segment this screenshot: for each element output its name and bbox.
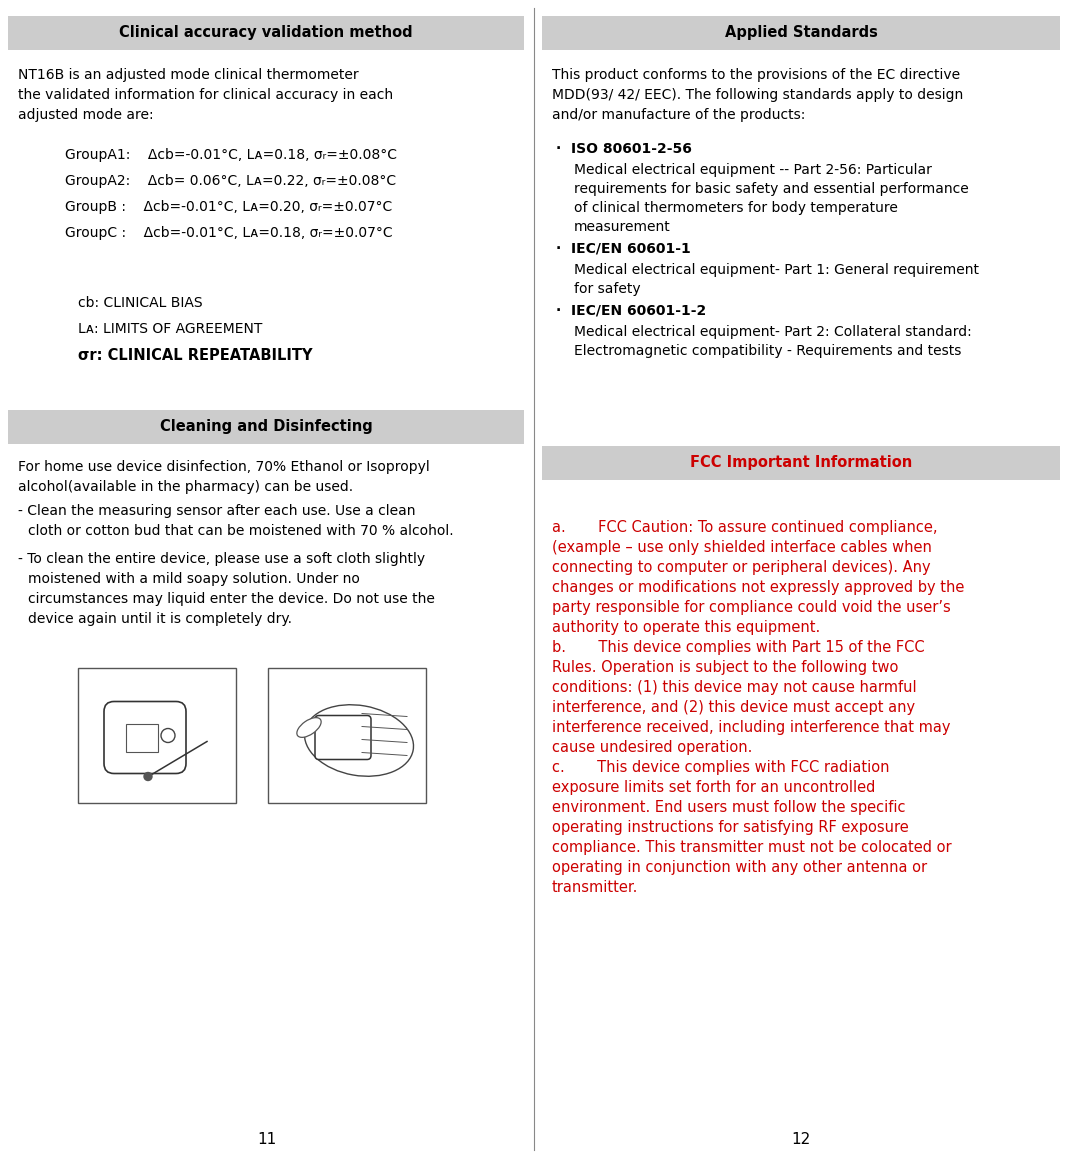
Text: Applied Standards: Applied Standards — [724, 25, 878, 41]
Text: exposure limits set forth for an uncontrolled: exposure limits set forth for an uncontr… — [552, 780, 876, 796]
FancyBboxPatch shape — [315, 716, 371, 760]
Text: alcohol(available in the pharmacy) can be used.: alcohol(available in the pharmacy) can b… — [18, 481, 354, 494]
Text: authority to operate this equipment.: authority to operate this equipment. — [552, 620, 820, 635]
Text: MDD(93/ 42/ EEC). The following standards apply to design: MDD(93/ 42/ EEC). The following standard… — [552, 88, 963, 102]
Text: ·  IEC/EN 60601-1: · IEC/EN 60601-1 — [556, 242, 691, 256]
Text: - Clean the measuring sensor after each use. Use a clean: - Clean the measuring sensor after each … — [18, 504, 415, 518]
Text: operating instructions for satisfying RF exposure: operating instructions for satisfying RF… — [552, 820, 909, 835]
Text: 11: 11 — [257, 1133, 277, 1148]
Text: σr: CLINICAL REPEATABILITY: σr: CLINICAL REPEATABILITY — [78, 349, 313, 362]
Text: GroupA2:    Δcb= 0.06°C, Lᴀ=0.22, σᵣ=±0.08°C: GroupA2: Δcb= 0.06°C, Lᴀ=0.22, σᵣ=±0.08°… — [65, 174, 396, 188]
Text: moistened with a mild soapy solution. Under no: moistened with a mild soapy solution. Un… — [28, 572, 360, 586]
Text: FCC Important Information: FCC Important Information — [690, 455, 912, 470]
Text: GroupA1:    Δcb=-0.01°C, Lᴀ=0.18, σᵣ=±0.08°C: GroupA1: Δcb=-0.01°C, Lᴀ=0.18, σᵣ=±0.08°… — [65, 148, 397, 162]
Text: Rules. Operation is subject to the following two: Rules. Operation is subject to the follo… — [552, 660, 898, 675]
Text: environment. End users must follow the specific: environment. End users must follow the s… — [552, 800, 906, 815]
Text: the validated information for clinical accuracy in each: the validated information for clinical a… — [18, 88, 393, 102]
Text: GroupB :    Δcb=-0.01°C, Lᴀ=0.20, σᵣ=±0.07°C: GroupB : Δcb=-0.01°C, Lᴀ=0.20, σᵣ=±0.07°… — [65, 200, 392, 214]
Text: ·  IEC/EN 60601-1-2: · IEC/EN 60601-1-2 — [556, 305, 706, 318]
Text: Clinical accuracy validation method: Clinical accuracy validation method — [120, 25, 413, 41]
Bar — [7, 16, 524, 50]
Text: (example – use only shielded interface cables when: (example – use only shielded interface c… — [552, 540, 932, 555]
Text: compliance. This transmitter must not be colocated or: compliance. This transmitter must not be… — [552, 840, 952, 855]
Text: device again until it is completely dry.: device again until it is completely dry. — [28, 611, 292, 626]
Text: GroupC :    Δcb=-0.01°C, Lᴀ=0.18, σᵣ=±0.07°C: GroupC : Δcb=-0.01°C, Lᴀ=0.18, σᵣ=±0.07°… — [65, 226, 393, 240]
Text: operating in conjunction with any other antenna or: operating in conjunction with any other … — [552, 860, 927, 875]
Text: Electromagnetic compatibility - Requirements and tests: Electromagnetic compatibility - Requirem… — [574, 344, 961, 358]
Text: interference received, including interference that may: interference received, including interfe… — [552, 720, 951, 735]
Text: cb: CLINICAL BIAS: cb: CLINICAL BIAS — [78, 296, 203, 310]
Circle shape — [161, 728, 175, 742]
Text: measurement: measurement — [574, 220, 671, 234]
Text: This product conforms to the provisions of the EC directive: This product conforms to the provisions … — [552, 68, 960, 82]
Ellipse shape — [304, 705, 413, 776]
Text: conditions: (1) this device may not cause harmful: conditions: (1) this device may not caus… — [552, 680, 916, 695]
Text: a.       FCC Caution: To assure continued compliance,: a. FCC Caution: To assure continued comp… — [552, 520, 938, 535]
Bar — [126, 724, 158, 752]
Text: and/or manufacture of the products:: and/or manufacture of the products: — [552, 108, 805, 122]
Text: c.       This device complies with FCC radiation: c. This device complies with FCC radiati… — [552, 760, 890, 775]
Ellipse shape — [297, 718, 321, 738]
Circle shape — [144, 772, 152, 780]
Bar — [541, 16, 1061, 50]
Text: cloth or cotton bud that can be moistened with 70 % alcohol.: cloth or cotton bud that can be moistene… — [28, 525, 454, 538]
Text: Medical electrical equipment- Part 2: Collateral standard:: Medical electrical equipment- Part 2: Co… — [574, 325, 972, 339]
Text: Cleaning and Disinfecting: Cleaning and Disinfecting — [159, 419, 373, 434]
Text: cause undesired operation.: cause undesired operation. — [552, 740, 752, 755]
Bar — [268, 668, 426, 802]
Text: b.       This device complies with Part 15 of the FCC: b. This device complies with Part 15 of … — [552, 640, 925, 655]
Text: Medical electrical equipment- Part 1: General requirement: Medical electrical equipment- Part 1: Ge… — [574, 263, 979, 277]
Text: transmitter.: transmitter. — [552, 880, 639, 895]
Text: party responsible for compliance could void the user’s: party responsible for compliance could v… — [552, 600, 951, 615]
FancyBboxPatch shape — [104, 702, 186, 774]
Text: For home use device disinfection, 70% Ethanol or Isopropyl: For home use device disinfection, 70% Et… — [18, 460, 429, 474]
Text: circumstances may liquid enter the device. Do not use the: circumstances may liquid enter the devic… — [28, 592, 435, 606]
Text: for safety: for safety — [574, 283, 641, 296]
Text: adjusted mode are:: adjusted mode are: — [18, 108, 154, 122]
Text: Lᴀ: LIMITS OF AGREEMENT: Lᴀ: LIMITS OF AGREEMENT — [78, 322, 263, 336]
Text: 12: 12 — [791, 1133, 811, 1148]
Text: ·  ISO 80601-2-56: · ISO 80601-2-56 — [556, 142, 692, 156]
Bar — [541, 446, 1061, 481]
Text: - To clean the entire device, please use a soft cloth slightly: - To clean the entire device, please use… — [18, 552, 425, 566]
Bar — [7, 410, 524, 444]
Text: of clinical thermometers for body temperature: of clinical thermometers for body temper… — [574, 201, 898, 215]
Text: requirements for basic safety and essential performance: requirements for basic safety and essent… — [574, 182, 969, 196]
Text: connecting to computer or peripheral devices). Any: connecting to computer or peripheral dev… — [552, 560, 930, 576]
Text: interference, and (2) this device must accept any: interference, and (2) this device must a… — [552, 699, 915, 714]
Text: Medical electrical equipment -- Part 2-56: Particular: Medical electrical equipment -- Part 2-5… — [574, 163, 932, 177]
Bar — [78, 668, 236, 802]
Text: changes or modifications not expressly approved by the: changes or modifications not expressly a… — [552, 580, 964, 595]
Text: NT16B is an adjusted mode clinical thermometer: NT16B is an adjusted mode clinical therm… — [18, 68, 359, 82]
